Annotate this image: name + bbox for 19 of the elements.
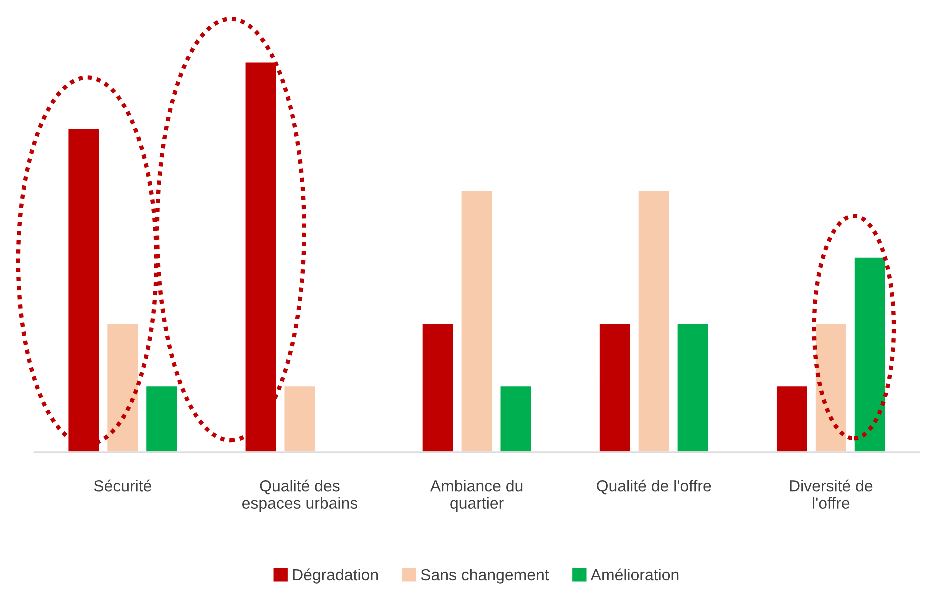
x-tick-label: Ambiance du quartier: [430, 480, 523, 512]
bar: [145, 385, 178, 452]
bar: [676, 322, 710, 452]
legend-label: Sans changement: [421, 568, 550, 584]
legend-label: Amélioration: [590, 568, 679, 581]
x-tick-label: Sécurité: [94, 480, 152, 492]
bar: [499, 385, 533, 452]
bar: [283, 385, 317, 452]
bar: [637, 190, 671, 452]
bar: [814, 322, 848, 452]
bar: [776, 385, 809, 452]
bar: [106, 322, 140, 452]
bar: [460, 190, 494, 452]
x-tick-label: Qualité de l'offre: [597, 480, 712, 495]
bar: [598, 322, 632, 452]
x-tick-label: Diversité de l'offre: [790, 480, 873, 509]
legend-label: Dégradation: [293, 568, 378, 584]
bar: [421, 322, 455, 452]
x-tick-label: Qualité des espaces urbains: [242, 480, 358, 512]
